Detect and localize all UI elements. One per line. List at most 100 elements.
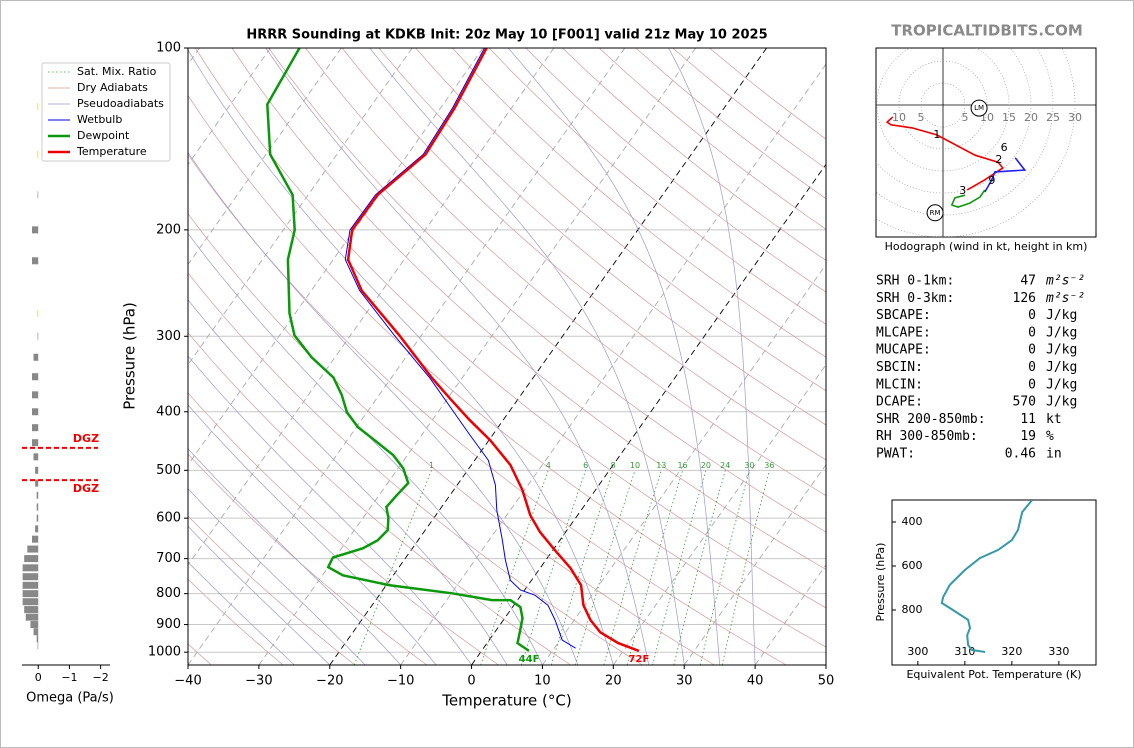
thetae-x-label: Equivalent Pot. Temperature (K): [906, 668, 1081, 681]
pseudoadiabat: [188, 49, 614, 665]
omega-bar: [37, 332, 39, 340]
pseudoadiabat: [188, 232, 543, 665]
height-label: 2: [995, 153, 1002, 166]
stat-value: 0: [1028, 308, 1036, 323]
dry-adiabat: [452, 48, 826, 358]
hodograph-line: [950, 189, 986, 208]
omega-bar: [37, 150, 39, 158]
plot-frame: [187, 47, 827, 666]
x-tick-label: 0: [35, 671, 42, 684]
mixing-ratio-label: 30: [744, 461, 754, 470]
site-name: TROPICALTIDBITS.COM: [891, 22, 1083, 40]
mixing-ratio-line: [574, 470, 636, 665]
hodograph-ring: [876, 48, 1032, 194]
stat-value: 0: [1028, 325, 1036, 340]
mixing-ratio-line: [673, 470, 726, 665]
stat-unit: J/kg: [1046, 308, 1077, 323]
hodograph-line: [984, 157, 1027, 193]
dry-adiabat: [378, 48, 826, 426]
omega-bar: [36, 514, 39, 522]
stat-value: 126: [1013, 291, 1036, 306]
pseudoadiabat: [508, 48, 721, 665]
stat-unit: m²s⁻²: [1045, 274, 1085, 289]
dry-adiabat: [188, 213, 715, 665]
y-tick-label: 800: [156, 586, 181, 601]
ring-label: 30: [1068, 111, 1082, 124]
omega-bar: [31, 424, 39, 432]
stat-label: RH 300-850mb:: [876, 429, 978, 444]
dry-adiabat: [305, 48, 826, 497]
omega-bar: [36, 491, 39, 499]
isotherm: [683, 463, 826, 665]
stat-unit: m²s⁻²: [1045, 291, 1085, 306]
isotherm: [400, 63, 826, 665]
profile-line: [344, 48, 576, 649]
thetae-line: [940, 500, 1033, 653]
x-tick-label: −2: [93, 671, 109, 684]
stat-value: 0: [1028, 377, 1036, 392]
y-tick-label: 500: [156, 463, 181, 478]
omega-bar: [33, 353, 39, 361]
mixing-ratio-line: [480, 470, 549, 665]
legend-label: Wetbulb: [77, 113, 122, 126]
storm-motion-label: RM: [930, 209, 941, 217]
omega-bar: [35, 466, 39, 474]
omega-bar: [31, 535, 39, 543]
omega-bar: [35, 479, 39, 487]
stat-unit: %: [1046, 429, 1054, 444]
pseudoadiabat: [188, 525, 331, 665]
stat-value: 570: [1013, 395, 1036, 410]
ring-label: 5: [918, 111, 925, 124]
y-axis-label: Pressure (hPa): [121, 302, 139, 410]
hodograph-ring: [876, 48, 1076, 237]
dry-adiabat: [188, 515, 356, 665]
storm-motion-marker: [970, 99, 988, 117]
dry-adiabat: [488, 48, 826, 325]
stat-label: SBCAPE:: [876, 308, 931, 323]
y-tick-label: 900: [156, 617, 181, 632]
dry-adiabat: [188, 332, 571, 665]
omega-bar: [24, 606, 39, 614]
stat-label: PWAT:: [876, 447, 915, 462]
omega-bar: [25, 613, 39, 621]
stat-unit: kt: [1046, 412, 1062, 427]
isotherm: [471, 163, 826, 665]
mixing-ratio-line: [721, 470, 770, 665]
x-tick-label: −10: [387, 674, 414, 689]
omega-bar: [31, 408, 39, 416]
isotherm: [188, 48, 555, 566]
dry-adiabat: [188, 154, 787, 665]
omega-bar: [24, 555, 39, 563]
pseudoadiabat: [369, 48, 685, 665]
omega-bar: [33, 453, 39, 461]
legend-label: Pseudoadiabats: [77, 97, 164, 110]
omega-bar: [22, 581, 39, 589]
dry-adiabat: [341, 48, 826, 461]
y-tick-label: 700: [156, 551, 181, 566]
y-tick-label: 100: [156, 41, 181, 56]
stat-label: SRH 0-1km:: [876, 274, 954, 289]
mixing-ratio-line: [521, 470, 587, 665]
pseudoadiabat: [188, 355, 472, 665]
stat-value: 11: [1020, 412, 1036, 427]
thetae-frame: [891, 499, 1097, 666]
height-label: 3: [959, 184, 966, 197]
x-tick-label: 310: [954, 645, 975, 658]
storm-motion-label: LM: [974, 104, 984, 112]
pseudoadiabat: [188, 561, 295, 665]
mixing-ratio-label: 4: [546, 461, 551, 470]
mixing-ratio-line: [652, 470, 707, 665]
dry-adiabat: [415, 48, 826, 392]
mixing-ratio-label: 13: [656, 461, 666, 470]
omega-bar: [30, 621, 39, 629]
y-tick-label: 800: [902, 603, 923, 616]
profile-line: [266, 48, 530, 652]
dgz-label: DGZ: [73, 432, 99, 445]
omega-bar: [37, 309, 39, 317]
pseudoadiabat: [188, 448, 401, 665]
dgz-label: DGZ: [73, 482, 99, 495]
mixing-ratio-line: [699, 470, 750, 665]
profile-line: [346, 48, 640, 653]
legend-box: [41, 62, 171, 162]
x-tick-label: −40: [174, 674, 201, 689]
